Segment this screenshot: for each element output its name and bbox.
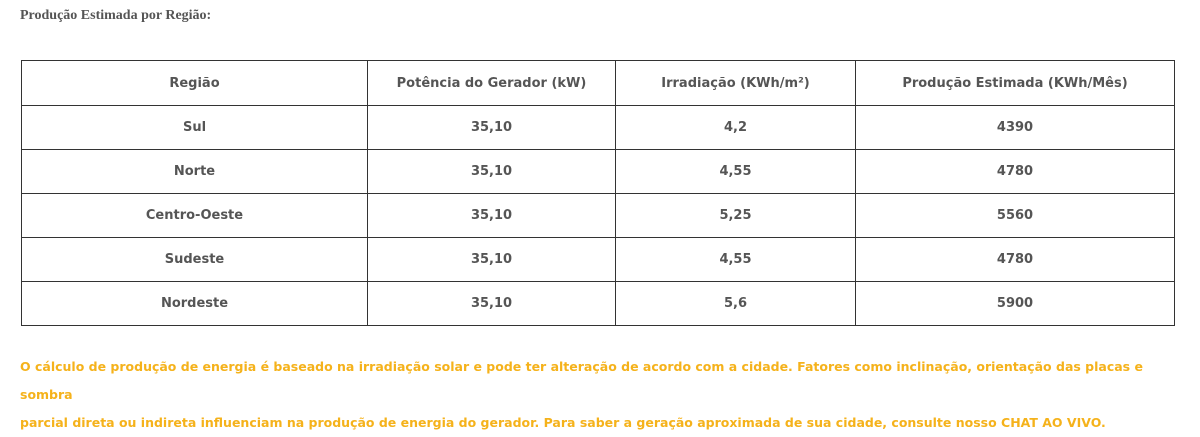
table-header-row: Região Potência do Gerador (kW) Irradiaç…	[21, 60, 1175, 106]
cell-potencia: 35,10	[367, 149, 616, 194]
cell-regiao: Nordeste	[21, 281, 368, 326]
cell-potencia: 35,10	[367, 105, 616, 150]
column-header-producao: Produção Estimada (KWh/Mês)	[855, 60, 1175, 106]
cell-producao: 4780	[855, 237, 1175, 282]
table-row: Sul 35,10 4,2 4390	[21, 105, 1175, 150]
table-row: Centro-Oeste 35,10 5,25 5560	[21, 193, 1175, 238]
page-title: Produção Estimada por Região:	[20, 8, 212, 23]
cell-irradiacao: 5,25	[615, 193, 856, 238]
cell-regiao: Sul	[21, 105, 368, 150]
table-row: Norte 35,10 4,55 4780	[21, 149, 1175, 194]
cell-producao: 4390	[855, 105, 1175, 150]
cell-irradiacao: 5,6	[615, 281, 856, 326]
disclaimer-line-2: parcial direta ou indireta influenciam n…	[20, 415, 1106, 430]
disclaimer-note: O cálculo de produção de energia é basea…	[20, 353, 1180, 437]
cell-potencia: 35,10	[367, 193, 616, 238]
cell-potencia: 35,10	[367, 237, 616, 282]
disclaimer-line-1: O cálculo de produção de energia é basea…	[20, 359, 1143, 402]
cell-producao: 5900	[855, 281, 1175, 326]
cell-regiao: Norte	[21, 149, 368, 194]
cell-producao: 4780	[855, 149, 1175, 194]
column-header-regiao: Região	[21, 60, 368, 106]
cell-regiao: Sudeste	[21, 237, 368, 282]
cell-irradiacao: 4,55	[615, 237, 856, 282]
column-header-irradiacao: Irradiação (KWh/m²)	[615, 60, 856, 106]
table-row: Nordeste 35,10 5,6 5900	[21, 281, 1175, 326]
production-table: Região Potência do Gerador (kW) Irradiaç…	[21, 60, 1175, 326]
cell-irradiacao: 4,55	[615, 149, 856, 194]
cell-irradiacao: 4,2	[615, 105, 856, 150]
cell-potencia: 35,10	[367, 281, 616, 326]
cell-regiao: Centro-Oeste	[21, 193, 368, 238]
table-row: Sudeste 35,10 4,55 4780	[21, 237, 1175, 282]
column-header-potencia: Potência do Gerador (kW)	[367, 60, 616, 106]
cell-producao: 5560	[855, 193, 1175, 238]
